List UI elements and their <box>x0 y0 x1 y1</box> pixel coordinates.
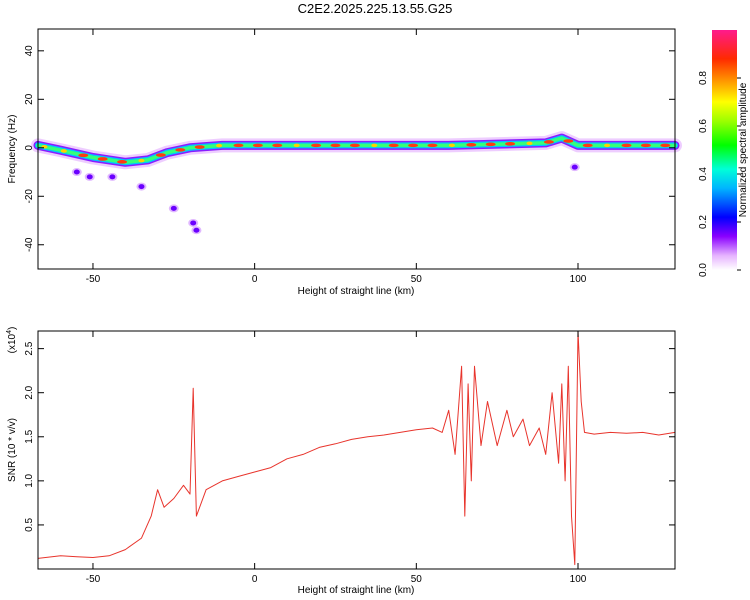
spectral-hotspot <box>371 143 378 148</box>
spectral-hotspot <box>78 153 89 158</box>
colorbar-gradient <box>712 30 737 270</box>
y-tick-label: -20 <box>24 189 35 204</box>
snr-marks <box>37 330 676 566</box>
x-tick-label: 0 <box>252 274 258 285</box>
spectrogram-frame <box>37 28 676 270</box>
colorbar-tick-label: 0.0 <box>698 263 709 277</box>
x-tick-label: 0 <box>252 574 258 585</box>
spectrogram-y-label: Frequency (Hz) <box>7 115 18 184</box>
y-tick-label: -40 <box>24 237 35 252</box>
snr-scale-base: (x10 <box>7 333 18 353</box>
spectral-blob <box>138 184 145 190</box>
spectral-hotspot <box>408 143 419 148</box>
y-tick-label: 1.0 <box>24 473 35 487</box>
spectral-hotspot <box>117 160 128 164</box>
snr-line <box>37 330 676 566</box>
spectrogram-x-ticks: -50 0 50 100 <box>86 29 587 285</box>
y-tick-label: 0 <box>24 145 35 151</box>
snr-scale-text: (x104) <box>6 327 18 354</box>
spectral-blob <box>86 174 93 180</box>
spectral-blob <box>190 220 197 226</box>
y-tick-label: 2.5 <box>24 341 35 355</box>
spectrogram-panel: -50 0 50 100 -40 -20 0 20 40 Height of straight… <box>7 28 682 297</box>
colorbar: 0.0 0.2 0.4 0.6 0.8 Normalized spectral ampl… <box>698 30 749 277</box>
spectral-hotspot <box>97 157 108 161</box>
x-tick-label: -50 <box>86 274 101 285</box>
x-tick-label: 50 <box>411 574 423 585</box>
chart-title: C2E2.2025.225.13.55.G25 <box>298 1 453 16</box>
x-tick-label: 100 <box>570 574 587 585</box>
spectral-blob <box>193 227 200 233</box>
spectral-hotspot <box>349 143 360 148</box>
spectral-hotspot <box>466 142 477 147</box>
y-tick-label: 40 <box>24 45 35 57</box>
spectral-hotspot <box>604 143 611 148</box>
snr-y-label: SNR (10 * v/v) <box>7 418 18 482</box>
spectral-hotspot <box>138 158 145 163</box>
spectral-hotspot <box>252 143 263 148</box>
colorbar-tick-label: 0.2 <box>698 215 709 229</box>
x-tick-label: 100 <box>570 274 587 285</box>
spectral-hotspot <box>293 143 300 148</box>
spectral-hotspot <box>175 148 186 152</box>
spectral-hotspot <box>485 142 496 147</box>
spectral-hotspot <box>621 143 632 148</box>
spectral-hotspot <box>660 143 671 148</box>
colorbar-tick-label: 0.8 <box>698 71 709 85</box>
spectral-blob <box>109 174 116 180</box>
spectral-hotspot <box>388 143 399 148</box>
spectral-blob <box>73 169 80 175</box>
spectral-hotspot <box>448 143 455 148</box>
colorbar-ticks: 0.0 0.2 0.4 0.6 0.8 <box>698 71 741 277</box>
spectral-hotspot <box>194 145 205 149</box>
snr-scale-close: ) <box>7 327 18 330</box>
spectral-hotspot <box>505 142 516 146</box>
colorbar-label: Normalized spectral amplitude <box>738 82 749 217</box>
spectral-blob <box>571 164 578 170</box>
spectral-hotspot <box>233 143 244 148</box>
colorbar-tick-label: 0.4 <box>698 167 709 181</box>
spectrogram-x-label: Height of straight line (km) <box>298 286 415 297</box>
spectral-hotspot <box>272 143 283 148</box>
spectral-hotspot <box>526 141 533 146</box>
y-tick-label: 2.0 <box>24 385 35 399</box>
spectral-blob <box>170 205 177 211</box>
x-tick-label: 50 <box>411 274 423 285</box>
snr-frame <box>37 330 676 570</box>
y-tick-label: 20 <box>24 93 35 105</box>
snr-y-ticks: 0.5 1.0 1.5 2.0 2.5 <box>24 341 675 532</box>
colorbar-tick-label: 0.6 <box>698 119 709 133</box>
spectral-hotspot <box>60 149 67 153</box>
spectral-hotspot <box>330 143 341 148</box>
y-tick-label: 0.5 <box>24 518 35 532</box>
snr-panel: -50 0 50 100 0.5 1.0 1.5 2.0 2.5 Height of stra… <box>6 327 676 596</box>
snr-x-label: Height of straight line (km) <box>298 585 415 596</box>
spectrogram-marks <box>31 131 682 235</box>
spectral-hotspot <box>563 139 574 143</box>
spectral-hotspot <box>427 143 438 148</box>
spectrogram-y-ticks: -40 -20 0 20 40 <box>24 45 675 252</box>
spectral-hotspot <box>216 143 223 148</box>
snr-scale-note: (x104) <box>6 327 18 354</box>
snr-x-ticks: -50 0 50 100 <box>86 331 587 585</box>
spectral-hotspot <box>640 143 651 148</box>
spectral-hotspot <box>311 143 322 148</box>
y-tick-label: 1.5 <box>24 429 35 443</box>
spectral-hotspot <box>582 143 593 148</box>
snr-scale-exp: 4 <box>6 330 13 334</box>
spectral-hotspot <box>155 153 166 157</box>
spectral-hotspot <box>543 140 554 144</box>
x-tick-label: -50 <box>86 574 101 585</box>
